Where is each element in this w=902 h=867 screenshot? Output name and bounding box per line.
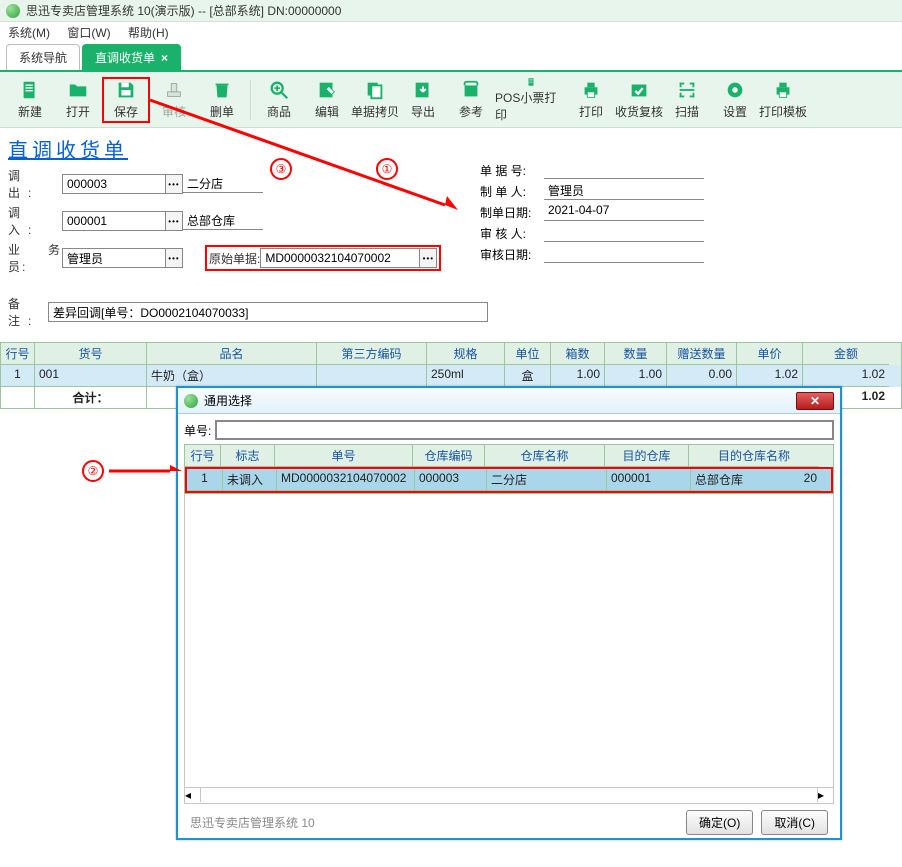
toolbar-POS小票打印-button[interactable]: POS小票打印 <box>495 77 567 123</box>
col-third[interactable]: 第三方编码 <box>317 343 427 365</box>
col-qty[interactable]: 数量 <box>605 343 667 365</box>
total-label: 合计： <box>35 387 147 408</box>
out-name: 二分店 <box>183 175 263 193</box>
cell-amt[interactable]: 1.02 <box>803 365 889 387</box>
col-code[interactable]: 货号 <box>35 343 147 365</box>
toolbar-导出-button[interactable]: 导出 <box>399 77 447 123</box>
cell-gift[interactable]: 0.00 <box>667 365 737 387</box>
orig-input[interactable] <box>260 248 420 268</box>
cell-code[interactable]: 001 <box>35 365 147 387</box>
drow-flag[interactable]: 未调入 <box>223 469 277 491</box>
toolbar-保存-button[interactable]: 保存 <box>102 77 150 123</box>
dialog-list-area[interactable] <box>184 494 834 788</box>
toolbar-删单-button[interactable]: 删单 <box>198 77 246 123</box>
search-input[interactable] <box>215 420 834 440</box>
cell-unit[interactable]: 盒 <box>505 365 551 387</box>
dialog-title: 通用选择 <box>204 392 252 409</box>
toolbar-扫描-button[interactable]: 扫描 <box>663 77 711 123</box>
drow-doc[interactable]: MD0000032104070002 <box>277 469 415 491</box>
menubar: 系统(M) 窗口(W) 帮助(H) <box>0 22 902 44</box>
col-box[interactable]: 箱数 <box>551 343 605 365</box>
toolbar-参考-button[interactable]: 参考 <box>447 77 495 123</box>
dialog-footer: 思迅专卖店管理系统 10 <box>190 814 315 831</box>
toolbar-新建-button[interactable]: 新建 <box>6 77 54 123</box>
out-pick-button[interactable]: ••• <box>165 174 183 194</box>
toolbar-编辑-button[interactable]: 编辑 <box>303 77 351 123</box>
drow-no[interactable]: 1 <box>187 469 223 491</box>
in-name: 总部仓库 <box>183 212 263 230</box>
drow-twc[interactable]: 000001 <box>607 469 691 491</box>
out-label: 调 出: <box>8 167 62 201</box>
tab-nav[interactable]: 系统导航 <box>6 44 80 70</box>
orig-label: 原始单据: <box>209 250 260 267</box>
window-title: 思迅专卖店管理系统 10(演示版) -- [总部系统] DN:00000000 <box>26 0 341 22</box>
makedate-label: 制单日期: <box>480 204 544 221</box>
remark-label: 备 注: <box>8 295 48 329</box>
menu-help[interactable]: 帮助(H) <box>128 26 169 40</box>
tab-receipt[interactable]: 直调收货单× <box>82 44 181 70</box>
drow-twn[interactable]: 总部仓库20 <box>691 469 821 491</box>
cell-third[interactable] <box>317 365 427 387</box>
maker-value: 管理员 <box>544 182 704 200</box>
in-pick-button[interactable]: ••• <box>165 211 183 231</box>
col-amt[interactable]: 金额 <box>803 343 889 365</box>
common-select-dialog: 通用选择 ✕ 单号: 行号 标志 单号 仓库编码 仓库名称 目的仓库 目的仓库名… <box>176 386 842 840</box>
cell-price[interactable]: 1.02 <box>737 365 803 387</box>
menu-window[interactable]: 窗口(W) <box>67 26 110 40</box>
toolbar: 新建打开保存审核删单商品编辑单据拷贝导出参考POS小票打印打印收货复核扫描设置打… <box>0 72 902 128</box>
window-titlebar: 思迅专卖店管理系统 10(演示版) -- [总部系统] DN:00000000 <box>0 0 902 22</box>
menu-system[interactable]: 系统(M) <box>8 26 50 40</box>
search-label: 单号: <box>184 422 211 439</box>
oper-pick-button[interactable]: ••• <box>165 248 183 268</box>
annotation-2: ② <box>82 460 104 482</box>
dialog-logo-icon <box>184 394 198 408</box>
form-area: 直调收货单 调 出: ••• 二分店 调 入: ••• 总部仓库 业 务 员: … <box>0 128 902 338</box>
toolbar-商品-button[interactable]: 商品 <box>255 77 303 123</box>
col-name[interactable]: 品名 <box>147 343 317 365</box>
col-spec[interactable]: 规格 <box>427 343 505 365</box>
orig-pick-button[interactable]: ••• <box>419 248 437 268</box>
auditdate-label: 审核日期: <box>480 246 544 263</box>
toolbar-审核-button[interactable]: 审核 <box>150 77 198 123</box>
app-logo-icon <box>6 4 20 18</box>
oper-label: 业 务 员: <box>8 241 62 275</box>
toolbar-打印-button[interactable]: 打印 <box>567 77 615 123</box>
out-code-input[interactable] <box>62 174 166 194</box>
toolbar-打开-button[interactable]: 打开 <box>54 77 102 123</box>
makedate-value: 2021-04-07 <box>544 203 704 221</box>
col-price[interactable]: 单价 <box>737 343 803 365</box>
cell-qty[interactable]: 1.00 <box>605 365 667 387</box>
maker-label: 制 单 人: <box>480 183 544 200</box>
in-label: 调 入: <box>8 204 62 238</box>
toolbar-收货复核-button[interactable]: 收货复核 <box>615 77 663 123</box>
docno-label: 单 据 号: <box>480 162 544 179</box>
page-title: 直调收货单 <box>8 134 894 163</box>
cancel-button[interactable]: 取消(C) <box>761 810 828 835</box>
cell-rowno[interactable]: 1 <box>1 365 35 387</box>
dialog-table: 行号 标志 单号 仓库编码 仓库名称 目的仓库 目的仓库名称 1 未调入 MD0… <box>184 444 834 494</box>
auditor-value <box>544 224 704 242</box>
cell-spec[interactable]: 250ml <box>427 365 505 387</box>
cell-name[interactable]: 牛奶（盒） <box>147 365 317 387</box>
docno-value <box>544 161 704 179</box>
toolbar-单据拷贝-button[interactable]: 单据拷贝 <box>351 77 399 123</box>
auditor-label: 审 核 人: <box>480 225 544 242</box>
toolbar-打印模板-button[interactable]: 打印模板 <box>759 77 807 123</box>
oper-input[interactable] <box>62 248 166 268</box>
col-rowno[interactable]: 行号 <box>1 343 35 365</box>
col-gift[interactable]: 赠送数量 <box>667 343 737 365</box>
drow-whc[interactable]: 000003 <box>415 469 487 491</box>
cell-box[interactable]: 1.00 <box>551 365 605 387</box>
close-icon[interactable]: × <box>161 51 168 65</box>
tabbar: 系统导航 直调收货单× <box>0 44 902 72</box>
dialog-close-button[interactable]: ✕ <box>796 392 834 410</box>
in-code-input[interactable] <box>62 211 166 231</box>
remark-input[interactable] <box>48 302 488 322</box>
drow-whn[interactable]: 二分店 <box>487 469 607 491</box>
auditdate-value <box>544 245 704 263</box>
toolbar-设置-button[interactable]: 设置 <box>711 77 759 123</box>
col-unit[interactable]: 单位 <box>505 343 551 365</box>
ok-button[interactable]: 确定(O) <box>686 810 753 835</box>
dialog-hscroll[interactable]: ◂▸ <box>184 788 834 804</box>
